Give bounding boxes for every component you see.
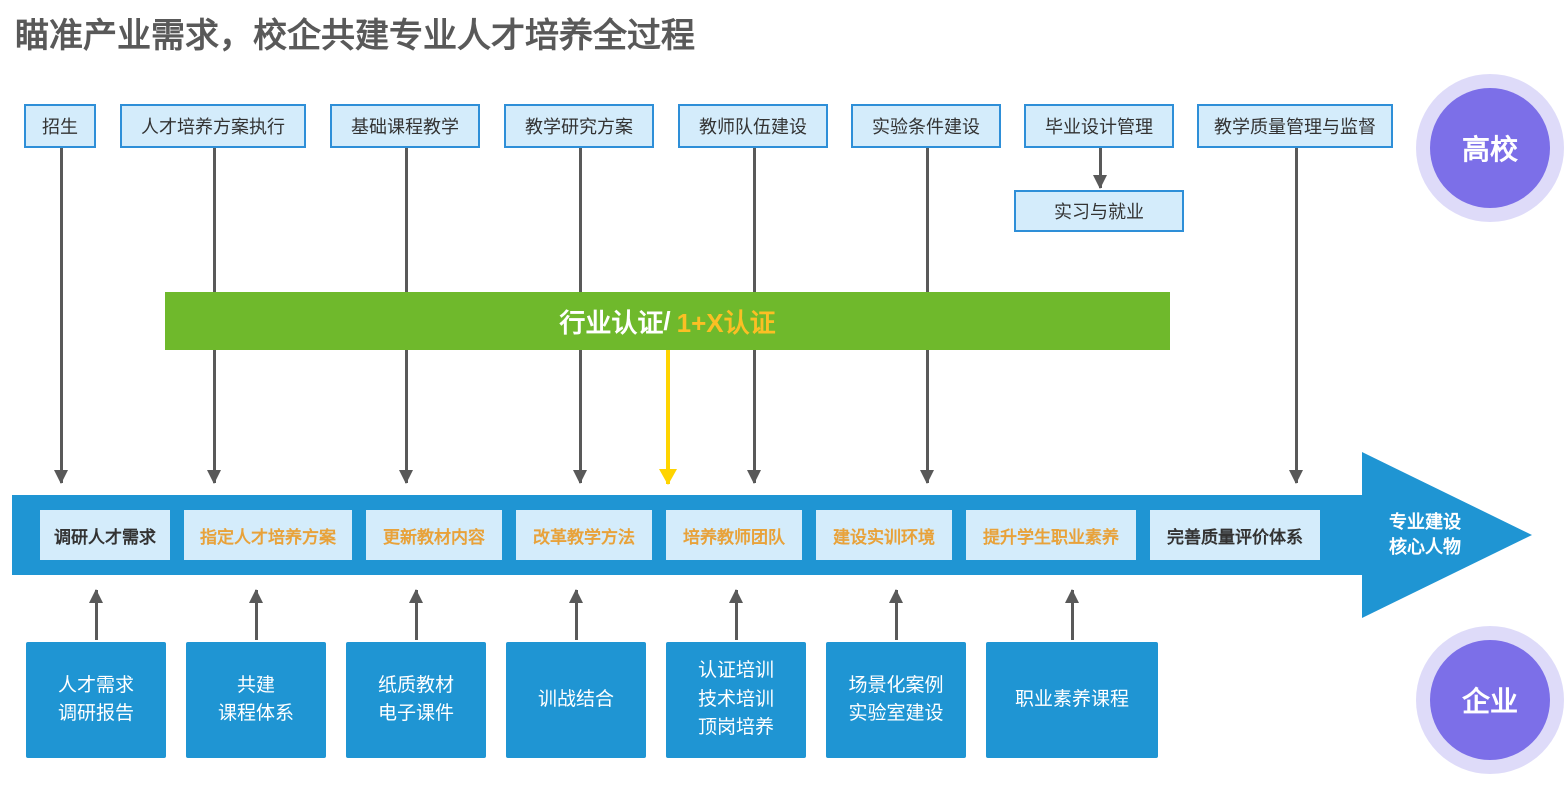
step-box-3: 改革教学方法: [516, 510, 652, 560]
top-arrow-6: [1295, 148, 1298, 483]
school-badge: 高校: [1430, 88, 1550, 208]
cert-yellow-arrow: [666, 350, 670, 484]
company-box-5: 场景化案例实验室建设: [826, 642, 966, 758]
school-box-2: 基础课程教学: [330, 104, 480, 148]
school-box-1: 人才培养方案执行: [120, 104, 306, 148]
school-box-6: 毕业设计管理: [1024, 104, 1174, 148]
school-box-3: 教学研究方案: [504, 104, 654, 148]
school-box-0: 招生: [24, 104, 96, 148]
step-box-0: 调研人才需求: [40, 510, 170, 560]
school-box-4: 教师队伍建设: [678, 104, 828, 148]
step-box-4: 培养教师团队: [666, 510, 802, 560]
step-box-1: 指定人才培养方案: [184, 510, 352, 560]
bot-arrow-0: [95, 590, 98, 640]
step-box-7: 完善质量评价体系: [1150, 510, 1320, 560]
bot-arrow-4: [735, 590, 738, 640]
main-arrow: 专业建设 核心人物 调研人才需求指定人才培养方案更新教材内容改革教学方法培养教师…: [12, 482, 1552, 602]
step-box-5: 建设实训环境: [816, 510, 952, 560]
certification-bar: 行业认证 / 1+X认证: [165, 292, 1170, 350]
bot-arrow-3: [575, 590, 578, 640]
page-title: 瞄准产业需求，校企共建专业人才培养全过程: [15, 8, 695, 57]
step-box-2: 更新教材内容: [366, 510, 502, 560]
school-box-5: 实验条件建设: [851, 104, 1001, 148]
company-box-4: 认证培训技术培训顶岗培养: [666, 642, 806, 758]
cert-white-text: 行业认证: [559, 303, 663, 340]
company-box-6: 职业素养课程: [986, 642, 1158, 758]
internship-box: 实习与就业: [1014, 190, 1184, 232]
company-box-1: 共建课程体系: [186, 642, 326, 758]
cert-divider: /: [663, 306, 670, 337]
arrow-head-text: 专业建设 核心人物: [1370, 510, 1480, 560]
grad-to-intern-arrow: [1099, 148, 1102, 188]
school-box-7: 教学质量管理与监督: [1197, 104, 1393, 148]
bot-arrow-1: [255, 590, 258, 640]
bot-arrow-2: [415, 590, 418, 640]
top-arrow-0: [60, 148, 63, 483]
bot-arrow-6: [1071, 590, 1074, 640]
company-box-2: 纸质教材电子课件: [346, 642, 486, 758]
step-box-6: 提升学生职业素养: [966, 510, 1136, 560]
company-box-3: 训战结合: [506, 642, 646, 758]
company-badge: 企业: [1430, 640, 1550, 760]
company-box-0: 人才需求调研报告: [26, 642, 166, 758]
cert-orange-text: 1+X认证: [677, 303, 776, 340]
bot-arrow-5: [895, 590, 898, 640]
